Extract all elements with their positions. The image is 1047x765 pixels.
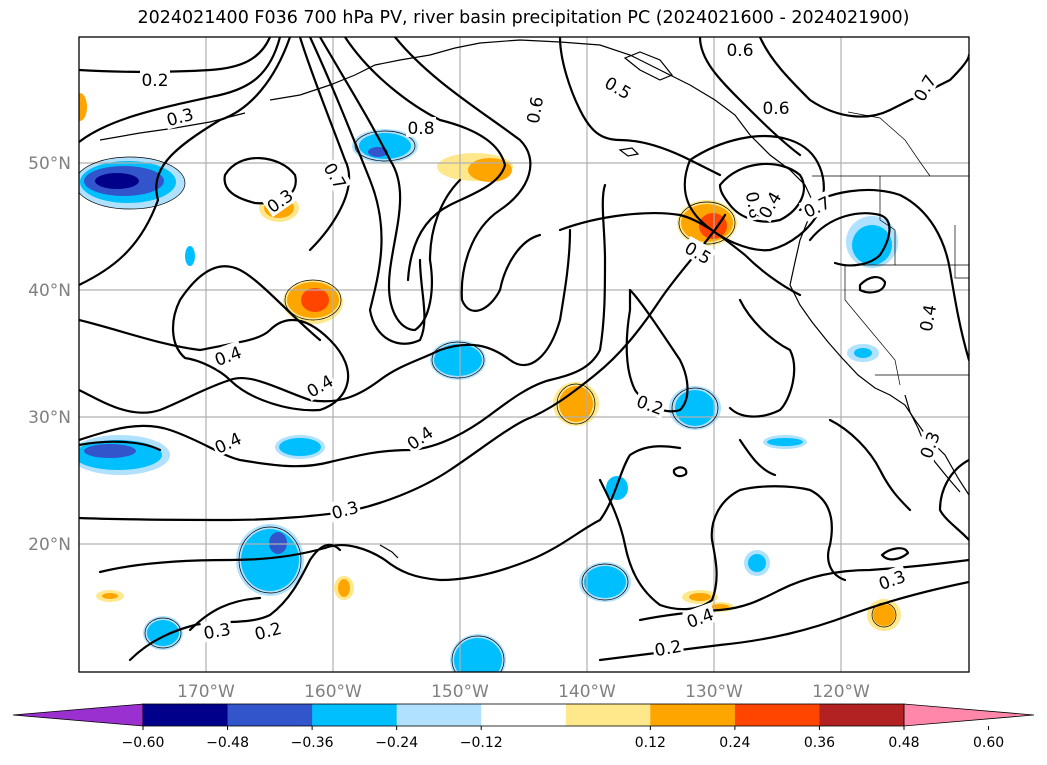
lat-label: 50°N bbox=[28, 154, 71, 174]
contour-label-bg bbox=[682, 602, 718, 632]
longitude-labels: 170°W 160°W 150°W 140°W 130°W 120°W bbox=[177, 682, 870, 702]
contour-label: 0.6 bbox=[762, 99, 789, 119]
contour-label-bg bbox=[914, 301, 940, 335]
graticule bbox=[79, 37, 969, 672]
contour-label-bg bbox=[752, 186, 786, 223]
colorbar-segment bbox=[734, 704, 820, 726]
colorbar-tick-label: −0.36 bbox=[291, 735, 334, 751]
contour-label: 0.8 bbox=[407, 119, 434, 139]
precip-outlines bbox=[79, 130, 897, 672]
colorbar-segment bbox=[227, 704, 313, 726]
contour-label-bg bbox=[521, 93, 547, 127]
contour-label-bg bbox=[250, 616, 285, 644]
colorbar-segment bbox=[396, 704, 482, 726]
contour-label: 0.6 bbox=[726, 41, 753, 61]
contour-label-bg bbox=[162, 102, 197, 130]
latitude-labels: 50°N 40°N 30°N 20°N bbox=[28, 154, 71, 555]
contour-label-bg bbox=[401, 420, 438, 454]
colorbar-ticks: −0.60 −0.48 −0.36 −0.24 −0.12 0.12 0.24 0.36 0.4… bbox=[122, 726, 1004, 751]
colorbar-tick-label: −0.24 bbox=[375, 735, 418, 751]
lon-label: 120°W bbox=[812, 682, 870, 702]
colorbar-tick-label: −0.60 bbox=[122, 735, 165, 751]
contour-label: 0.2 bbox=[141, 71, 168, 91]
colorbar-tick-label: 0.60 bbox=[973, 735, 1004, 751]
contour-label-bg bbox=[319, 157, 353, 194]
colorbar-segment bbox=[143, 704, 229, 726]
contour-label-bg bbox=[874, 564, 910, 594]
contour-label-bg bbox=[651, 634, 685, 660]
colorbar-tick-label: 0.12 bbox=[635, 735, 666, 751]
colorbar-right-extend bbox=[903, 703, 1035, 727]
colorbar-frame bbox=[142, 703, 905, 727]
precip-negative-areas bbox=[79, 129, 898, 672]
contour-label: 0.3 bbox=[202, 620, 232, 644]
contour-label-bg bbox=[200, 617, 234, 643]
contour-label-bg bbox=[914, 427, 944, 463]
colorbar-tick-label: −0.12 bbox=[460, 735, 503, 751]
lon-label: 150°W bbox=[431, 682, 489, 702]
contour-label: 0.4 bbox=[917, 303, 941, 333]
contour-label-bg bbox=[261, 183, 298, 217]
lon-label: 140°W bbox=[558, 682, 616, 702]
lat-label: 20°N bbox=[28, 535, 71, 555]
lon-label: 170°W bbox=[177, 682, 235, 702]
colorbar-left-extend bbox=[12, 703, 144, 727]
lat-label: 30°N bbox=[28, 408, 71, 428]
contour-label: 0.6 bbox=[524, 95, 548, 125]
contour-label-bg bbox=[140, 69, 170, 89]
contour-label-bg bbox=[210, 340, 246, 370]
contour-label: 0.2 bbox=[653, 637, 683, 661]
contour-label-bg bbox=[209, 426, 246, 458]
contour-label-bg bbox=[600, 70, 637, 104]
lon-label: 160°W bbox=[304, 682, 362, 702]
contour-label-bg bbox=[761, 97, 791, 117]
contour-label-bg bbox=[301, 368, 338, 402]
contour-label-bg bbox=[632, 389, 668, 419]
map-frame bbox=[78, 36, 970, 673]
colorbar-tick-label: −0.48 bbox=[206, 735, 249, 751]
contour-label-bg bbox=[798, 190, 835, 222]
lon-label: 130°W bbox=[685, 682, 743, 702]
contour-label-bg bbox=[327, 495, 362, 523]
contour-label-bg bbox=[680, 235, 717, 269]
plot-title: 2024021400 F036 700 hPa PV, river basin … bbox=[137, 8, 910, 28]
colorbar-segment bbox=[481, 704, 567, 726]
contour-label-bg bbox=[907, 69, 941, 106]
colorbar-tick-label: 0.24 bbox=[719, 735, 750, 751]
colorbar-segment bbox=[565, 704, 651, 726]
colorbar-tick-label: 0.36 bbox=[804, 735, 835, 751]
colorbar-segment bbox=[312, 704, 398, 726]
contour-label-bg bbox=[406, 117, 436, 137]
political-borders bbox=[812, 111, 969, 386]
colorbar-segment bbox=[650, 704, 736, 726]
colorbar-segment bbox=[819, 704, 905, 726]
colorbar bbox=[12, 703, 1035, 727]
colorbar-tick-label: 0.48 bbox=[888, 735, 919, 751]
lat-label: 40°N bbox=[28, 281, 71, 301]
contour-label-bg bbox=[725, 39, 755, 59]
